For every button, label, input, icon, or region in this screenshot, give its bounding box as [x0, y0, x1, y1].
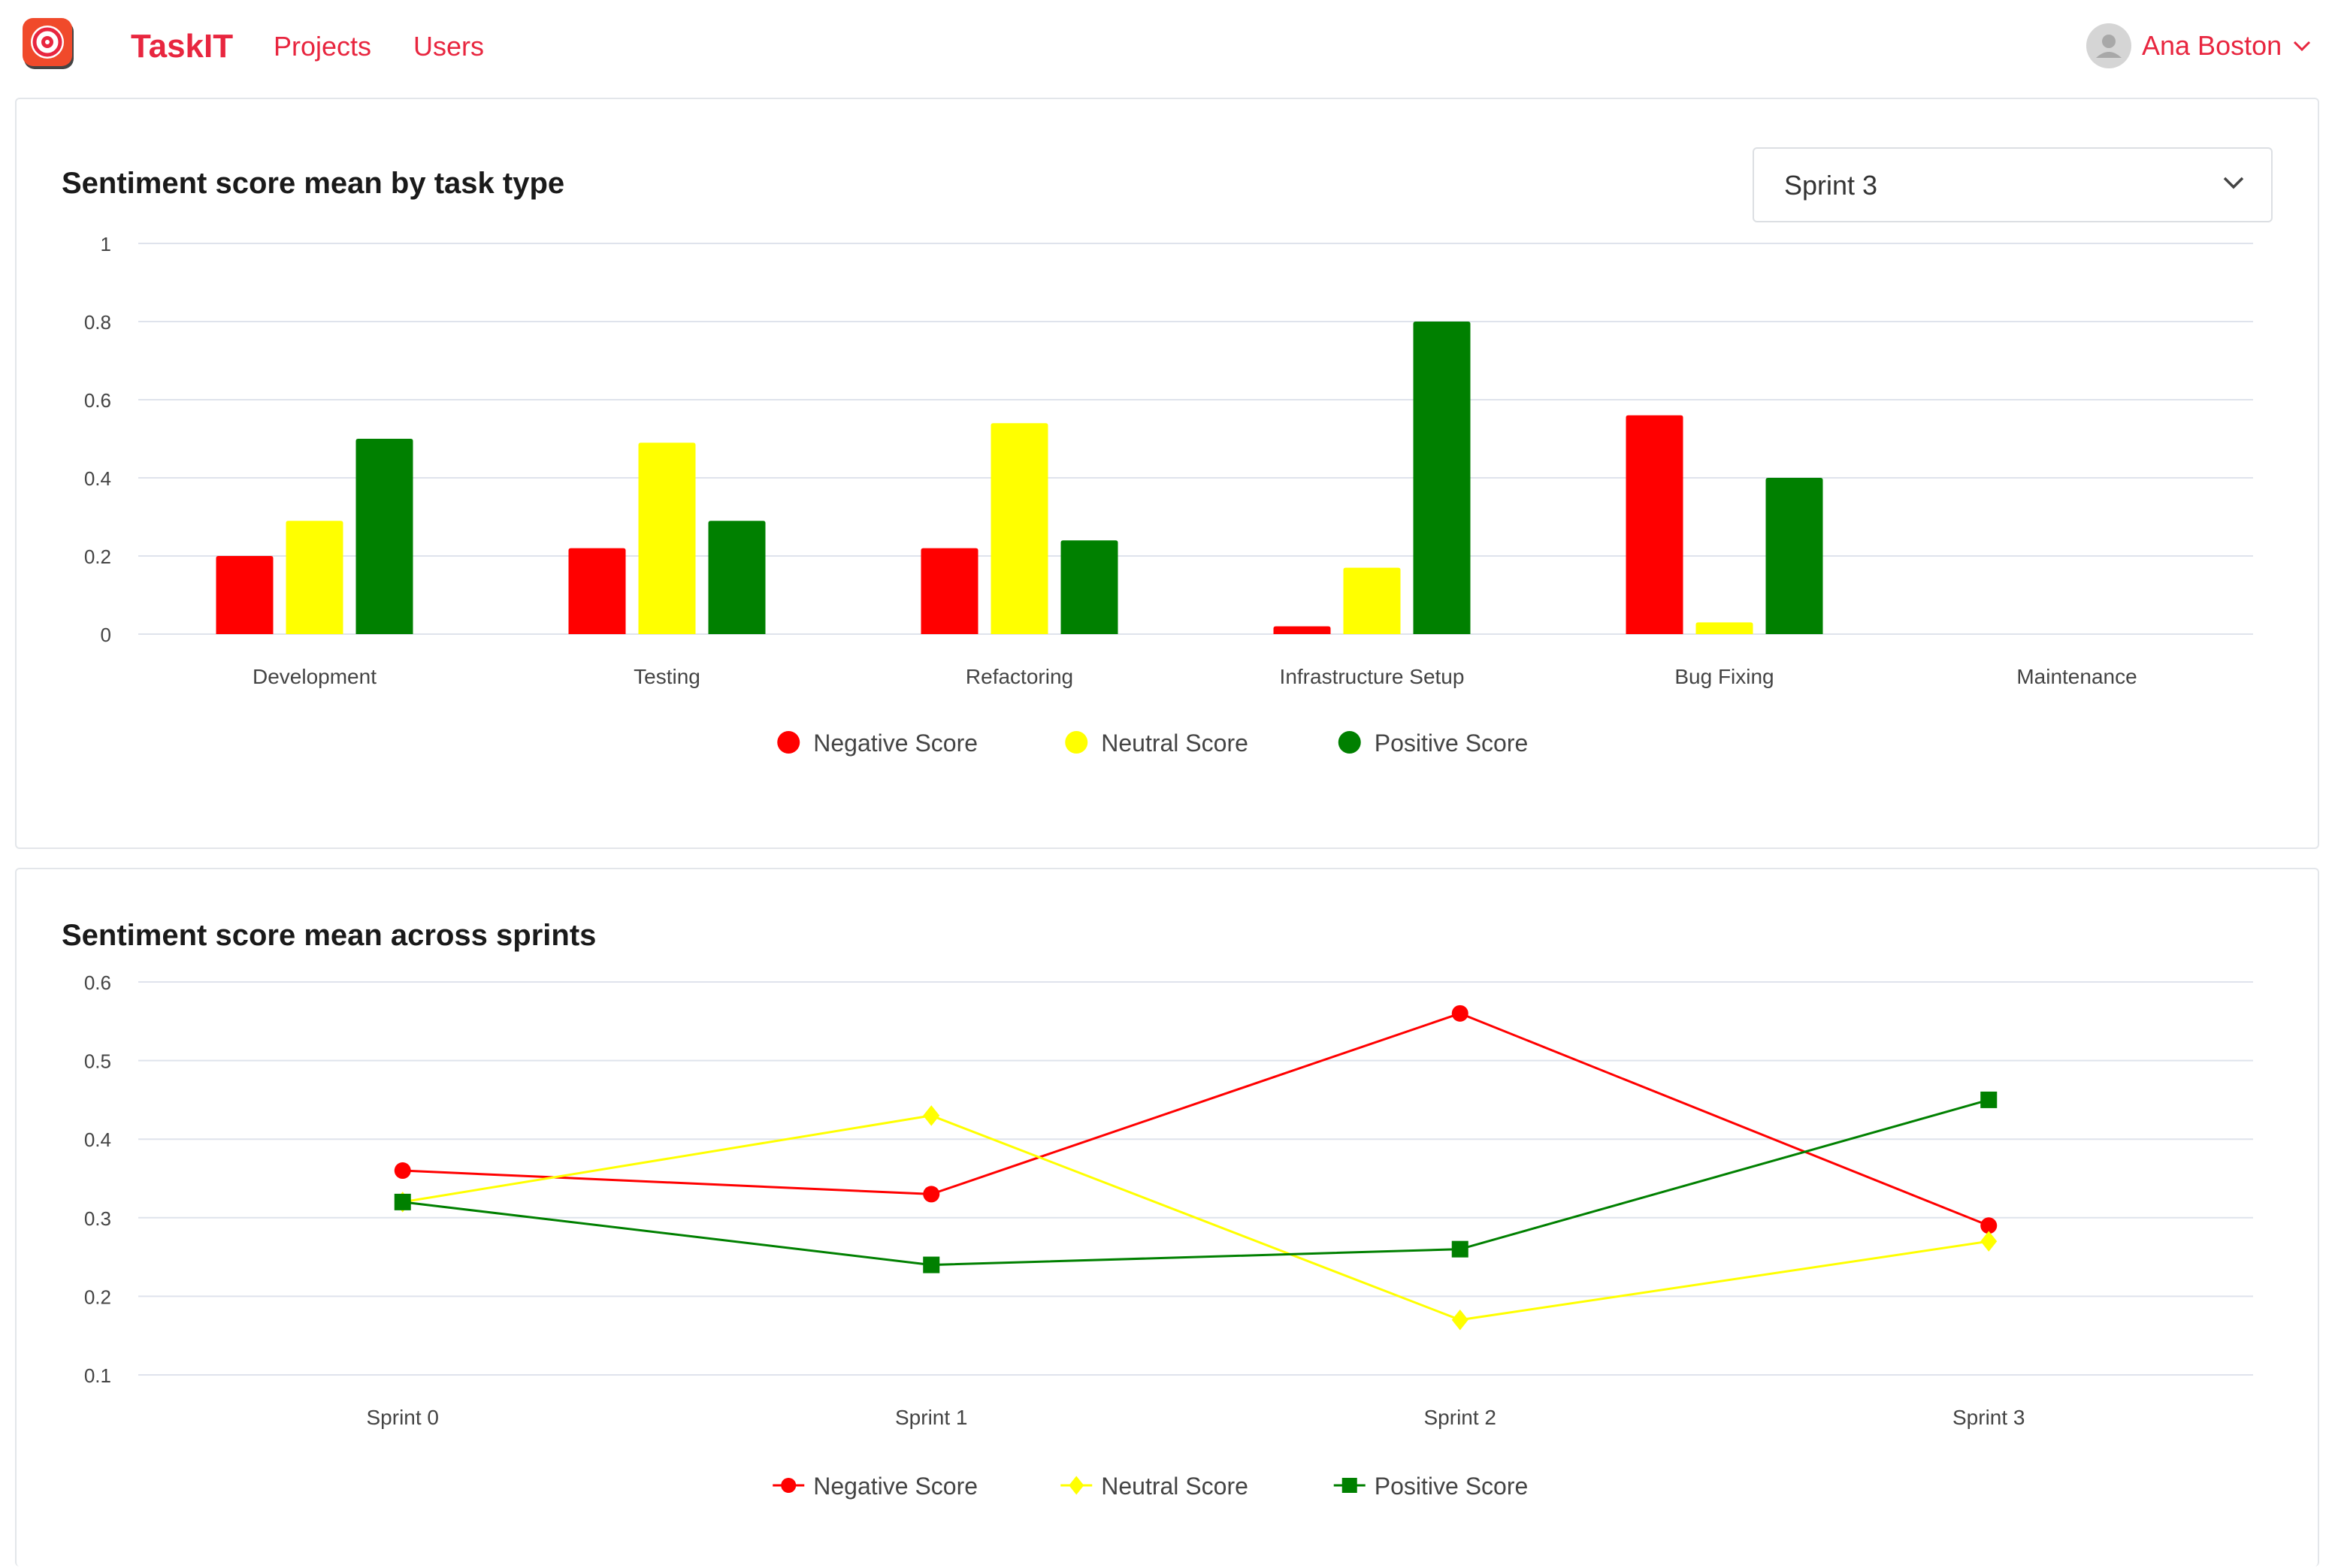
brand-name[interactable]: TaskIT: [131, 28, 234, 65]
y-tick-label: 0: [101, 624, 111, 646]
bar-infrastructure-setup-neutral-score: [1343, 567, 1401, 634]
legend-positive-score-label: Positive Score: [1375, 1473, 1529, 1500]
legend-neutral-score-label: Neutral Score: [1101, 730, 1248, 757]
chevron-down-icon: [2223, 177, 2244, 189]
bar-testing-negative-score: [568, 548, 626, 634]
sprint-select-value: Sprint 3: [1784, 170, 1878, 201]
point-positive-score-sprint-1: [923, 1256, 940, 1273]
y-tick-label: 0.1: [84, 1364, 111, 1387]
user-menu[interactable]: Ana Boston: [2086, 20, 2312, 72]
x-tick-label: Refactoring: [966, 665, 1073, 688]
bar-bug-fixing-negative-score: [1626, 415, 1683, 634]
user-icon: [2096, 35, 2122, 58]
point-neutral-score-sprint-2: [1451, 1310, 1468, 1331]
nav-users[interactable]: Users: [413, 31, 485, 62]
x-tick-label: Sprint 3: [1952, 1406, 2025, 1429]
series-line-negative-score: [402, 1012, 1989, 1227]
series-line-positive-score: [402, 1098, 1989, 1267]
bar-infrastructure-setup-positive-score: [1413, 322, 1471, 634]
point-negative-score-sprint-0: [394, 1162, 411, 1180]
y-tick-label: 0.5: [84, 1050, 111, 1073]
legend-negative-score-label: Negative Score: [813, 730, 978, 757]
point-negative-score-sprint-3: [1980, 1217, 1998, 1234]
y-tick-label: 0.2: [84, 1286, 111, 1308]
point-negative-score-sprint-2: [1451, 1005, 1468, 1022]
y-tick-label: 0.8: [84, 311, 111, 334]
bar-development-negative-score: [216, 556, 274, 634]
line-chart-title: Sentiment score mean across sprints: [62, 919, 597, 952]
x-tick-label: Sprint 2: [1424, 1406, 1497, 1429]
point-neutral-score-sprint-1: [923, 1105, 940, 1126]
chevron-down-icon: [2294, 41, 2311, 52]
point-negative-score-sprint-1: [923, 1186, 940, 1203]
y-tick-label: 0.4: [84, 467, 111, 490]
y-tick-label: 0.6: [84, 389, 111, 412]
x-tick-label: Maintenance: [2016, 665, 2137, 688]
x-tick-label: Testing: [634, 665, 700, 688]
legend-negative-score-label: Negative Score: [813, 1473, 978, 1500]
top-navbar: TaskIT Projects Users Ana Boston: [0, 0, 2335, 95]
x-tick-label: Sprint 0: [367, 1406, 440, 1429]
bar-infrastructure-setup-negative-score: [1273, 626, 1331, 634]
y-tick-label: 0.2: [84, 545, 111, 568]
user-name: Ana Boston: [2142, 30, 2282, 61]
bar-bug-fixing-positive-score: [1765, 478, 1823, 634]
legend-neutral-score-marker: [1065, 731, 1088, 754]
bar-testing-positive-score: [708, 521, 766, 634]
bar-chart: 0 0.2 0.4 0.6 0.8 1 Development Testing Refactor…: [84, 233, 2253, 757]
bar-testing-neutral-score: [638, 443, 696, 634]
legend-negative-score-marker: [777, 731, 800, 754]
y-tick-label: 0.3: [84, 1207, 111, 1230]
x-tick-label: Bug Fixing: [1674, 665, 1774, 688]
point-neutral-score-sprint-3: [1980, 1231, 1998, 1252]
line-chart-card: Sentiment score mean across sprints 0.1 0…: [15, 868, 2319, 1566]
nav-projects[interactable]: Projects: [274, 31, 372, 62]
legend-positive-score-marker: [1341, 1478, 1357, 1493]
series-line-neutral-score: [402, 1114, 1989, 1322]
legend-neutral-score-marker: [1069, 1476, 1084, 1495]
bar-refactoring-neutral-score: [991, 423, 1048, 634]
legend-negative-score-marker: [781, 1478, 797, 1493]
bar-refactoring-positive-score: [1060, 540, 1118, 634]
x-tick-label: Infrastructure Setup: [1280, 665, 1465, 688]
x-tick-label: Sprint 1: [895, 1406, 968, 1429]
avatar: [2086, 23, 2131, 68]
point-positive-score-sprint-2: [1451, 1240, 1468, 1258]
point-positive-score-sprint-0: [394, 1193, 411, 1210]
bar-development-positive-score: [355, 439, 413, 634]
bar-development-neutral-score: [286, 521, 343, 634]
bar-chart-title: Sentiment score mean by task type: [62, 167, 565, 200]
sprint-select[interactable]: Sprint 3: [1753, 147, 2273, 222]
bar-refactoring-negative-score: [921, 548, 978, 634]
line-chart: 0.1 0.2 0.3 0.4 0.5 0.6 Sprint 0 Sprint 1 Sprint…: [84, 971, 2253, 1500]
taskit-logo-icon[interactable]: [23, 18, 75, 71]
bar-bug-fixing-neutral-score: [1695, 622, 1753, 634]
x-tick-label: Development: [253, 665, 377, 688]
y-tick-label: 0.4: [84, 1128, 111, 1151]
y-tick-label: 1: [101, 233, 111, 255]
legend-neutral-score-label: Neutral Score: [1101, 1473, 1248, 1500]
point-positive-score-sprint-3: [1980, 1091, 1998, 1108]
bar-chart-card: Sentiment score mean by task type Sprint…: [15, 98, 2319, 849]
legend-positive-score-label: Positive Score: [1375, 730, 1529, 757]
y-tick-label: 0.6: [84, 971, 111, 994]
legend-positive-score-marker: [1338, 731, 1361, 754]
